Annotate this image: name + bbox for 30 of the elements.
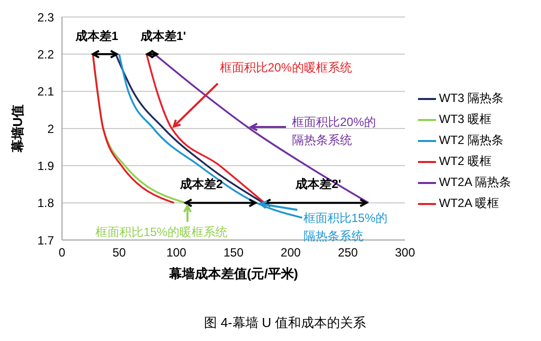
x-tick-label: 0 <box>58 246 66 260</box>
annotation: 框面积比15%的隔热条系统 <box>303 210 388 245</box>
x-tick-label: 250 <box>338 246 358 260</box>
x-axis-title: 幕墙成本差值(元/平米) <box>168 266 298 281</box>
annotation: 框面积比20%的隔热条系统 <box>292 114 378 149</box>
y-tick-label: 2.1 <box>37 84 54 99</box>
y-tick-label: 2.3 <box>37 10 54 24</box>
y-tick-label: 1.8 <box>37 196 54 210</box>
annotation: 框面积比20%的暖框系统 <box>220 60 352 74</box>
annotation: 成本差2 <box>179 176 224 191</box>
legend-label: WT2 暖框 <box>439 153 492 170</box>
x-tick-label: 150 <box>223 246 244 260</box>
y-axis-title: 幕墙U值 <box>10 104 25 154</box>
annotation: 框面积比15%的暖框系统 <box>95 224 228 239</box>
y-tick-label: 2 <box>47 122 54 136</box>
legend-label: WT2A 隔热条 <box>439 174 512 191</box>
legend-label: WT3 隔热条 <box>439 90 504 107</box>
y-tick-label: 1.7 <box>37 233 54 248</box>
text: 图 4-幕墙 U 值和成本的关系 <box>204 315 366 330</box>
x-tick-label: 100 <box>166 246 187 260</box>
legend-label: WT3 暖框 <box>439 111 492 128</box>
x-tick-label: 50 <box>112 246 126 260</box>
x-tick-label: 200 <box>280 246 301 260</box>
legend-label: WT2A 暖框 <box>439 195 500 212</box>
legend-label: WT2 隔热条 <box>439 132 504 149</box>
annotation: 成本差1 <box>74 29 119 44</box>
y-tick-label: 2.2 <box>37 47 54 62</box>
x-tick-label: 300 <box>394 246 416 260</box>
y-tick-label: 1.9 <box>37 158 54 173</box>
annotation: 成本差1' <box>139 29 186 44</box>
